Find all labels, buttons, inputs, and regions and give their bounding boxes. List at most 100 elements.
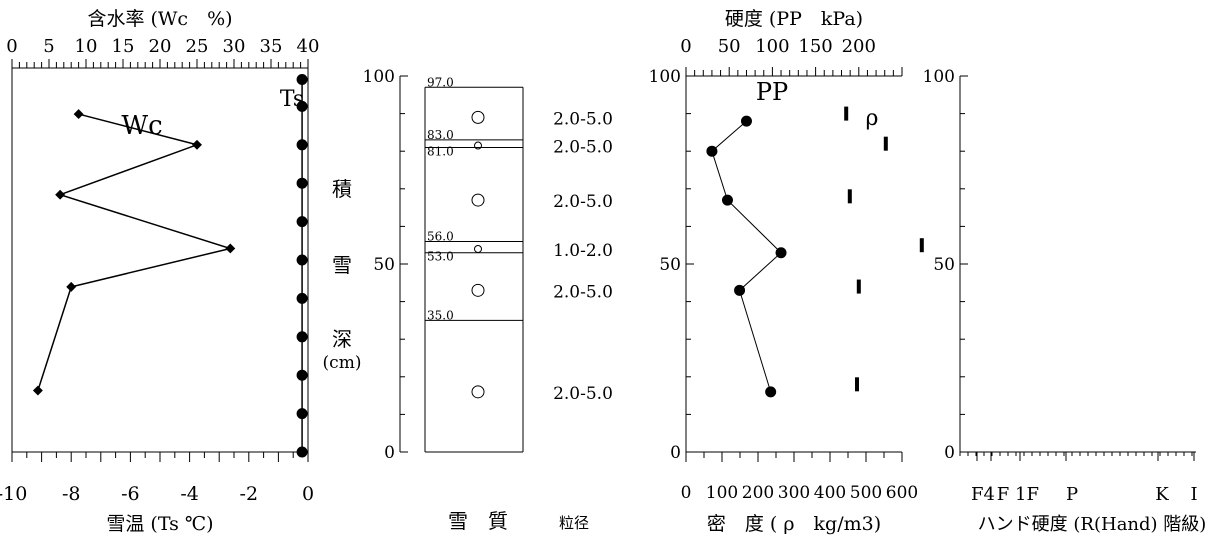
p3-bottom-tick-label: 300 xyxy=(778,483,810,503)
wc-series-line xyxy=(37,113,234,391)
depth-label-unit: (cm) xyxy=(323,353,362,373)
rho-point xyxy=(856,279,861,294)
p4-x-tick-label: I xyxy=(1190,484,1197,505)
p1-top-tick-label: 35 xyxy=(260,36,283,57)
pp-series-label: PP xyxy=(756,78,788,106)
pp-point xyxy=(765,386,777,398)
wc-point xyxy=(192,139,202,150)
rho-series-label: ρ xyxy=(866,106,879,131)
p2-boundary-label: 81.0 xyxy=(427,144,454,158)
p4-x-tick-label: 1F xyxy=(1015,484,1039,505)
p1-top-tick-label: 40 xyxy=(297,36,320,57)
ts-point xyxy=(296,254,308,266)
p2-grain-symbol xyxy=(471,110,485,124)
p3-y-tick-label: 50 xyxy=(659,255,681,275)
p1-bottom-tick-label: 0 xyxy=(302,483,314,505)
p2-grain-size-label: 2.0-5.0 xyxy=(553,192,613,212)
p2-boundary-label: 53.0 xyxy=(427,250,454,264)
wc-point xyxy=(73,109,84,120)
depth-label-char: 積 xyxy=(332,177,352,201)
p2-y-tick-label: 0 xyxy=(384,443,395,463)
pp-point xyxy=(721,194,733,206)
p3-top-tick-label: 100 xyxy=(755,36,789,57)
p1-top-tick-label: 25 xyxy=(186,36,209,57)
ts-point xyxy=(296,446,308,458)
rho-point xyxy=(855,377,859,392)
p3-bottom-tick-label: 200 xyxy=(742,483,774,503)
p1-top-tick-label: 0 xyxy=(6,36,17,57)
wc-point xyxy=(32,385,43,396)
p1-top-tick-label: 15 xyxy=(112,36,135,57)
p3-top-tick-label: 0 xyxy=(680,36,691,57)
p3-bottom-tick-label: 500 xyxy=(850,483,882,503)
p2-grain-symbol xyxy=(471,385,485,399)
p4-x-tick-label: K xyxy=(1155,484,1169,505)
p1-top-tick-label: 30 xyxy=(223,36,246,57)
p1-top-axis-label: 含水率 (Wc %) xyxy=(87,8,232,30)
p4-x-tick-label: F4 xyxy=(971,484,995,505)
p2-boundary-label: 83.0 xyxy=(427,128,454,142)
pp-series-line xyxy=(711,120,782,392)
wc-series-label: Wc xyxy=(121,111,162,141)
wc-point xyxy=(55,189,66,200)
p1-bottom-tick-label: -8 xyxy=(62,483,81,505)
rho-point xyxy=(847,189,852,204)
p2-grain-label: 粒径 xyxy=(559,514,589,532)
p4-x-label: ハンド硬度 (R(Hand) 階級) xyxy=(978,514,1207,535)
p4-y-tick-label: 50 xyxy=(933,255,955,275)
p3-top-tick-label: 150 xyxy=(798,36,832,57)
pp-point xyxy=(706,145,718,157)
ts-point xyxy=(296,408,308,420)
p3-bottom-tick-label: 600 xyxy=(886,483,918,503)
depth-label-char: 深 xyxy=(332,327,352,351)
p1-top-tick-label: 5 xyxy=(43,36,54,57)
p3-top-tick-label: 200 xyxy=(842,36,876,57)
p1-bottom-tick-label: -10 xyxy=(0,483,27,505)
p4-y-tick-label: 100 xyxy=(923,67,955,87)
pp-point xyxy=(775,247,787,259)
ts-point xyxy=(296,139,308,151)
p2-x-label: 雪 質 xyxy=(448,509,508,533)
ts-point xyxy=(296,100,308,112)
p1-bottom-tick-label: -6 xyxy=(121,483,140,505)
ts-point xyxy=(296,177,308,189)
p1-bottom-tick-label: -2 xyxy=(240,483,259,505)
p2-boundary-label: 97.0 xyxy=(427,75,454,89)
p2-grain-size-label: 1.0-2.0 xyxy=(553,241,613,261)
rho-point xyxy=(844,106,849,121)
p2-grain-symbol xyxy=(471,193,485,207)
p2-grain-size-label: 2.0-5.0 xyxy=(553,384,613,404)
pp-point xyxy=(734,284,746,296)
ts-series-label: Ts xyxy=(280,87,304,112)
p1-bottom-tick-label: -4 xyxy=(180,483,199,505)
p2-grain-symbol xyxy=(471,283,485,297)
rho-point xyxy=(919,238,924,253)
p2-grain-size-label: 2.0-5.0 xyxy=(553,282,613,302)
p3-top-axis-label: 硬度 (PP kPa) xyxy=(725,8,863,30)
p1-top-tick-label: 10 xyxy=(75,36,98,57)
p3-top-tick-label: 50 xyxy=(718,36,741,57)
ts-point xyxy=(296,331,308,343)
p3-bottom-axis-label: 密 度 ( ρ kg/m3) xyxy=(707,513,881,535)
p2-y-tick-label: 50 xyxy=(373,255,395,275)
p4-x-tick-label: P xyxy=(1066,484,1078,505)
ts-point xyxy=(296,74,308,86)
depth-label-char: 雪 xyxy=(332,253,352,277)
rho-point xyxy=(883,136,888,151)
ts-point xyxy=(296,292,308,304)
p3-y-tick-label: 0 xyxy=(670,443,681,463)
p3-bottom-tick-label: 0 xyxy=(681,483,692,503)
p2-boundary-label: 56.0 xyxy=(427,229,454,243)
ts-point xyxy=(296,216,308,228)
p2-grain-symbol xyxy=(474,244,482,253)
p4-x-tick-label: F xyxy=(997,484,1010,505)
p2-grain-size-label: 2.0-5.0 xyxy=(553,109,613,129)
p1-bottom-axis-label: 雪温 (Ts ℃) xyxy=(106,513,213,535)
pp-point xyxy=(740,115,752,127)
p2-grain-size-label: 2.0-5.0 xyxy=(553,138,613,158)
p1-top-tick-label: 20 xyxy=(149,36,172,57)
p4-y-tick-label: 0 xyxy=(944,443,955,463)
wc-point xyxy=(66,281,77,292)
p3-y-tick-label: 100 xyxy=(649,67,681,87)
